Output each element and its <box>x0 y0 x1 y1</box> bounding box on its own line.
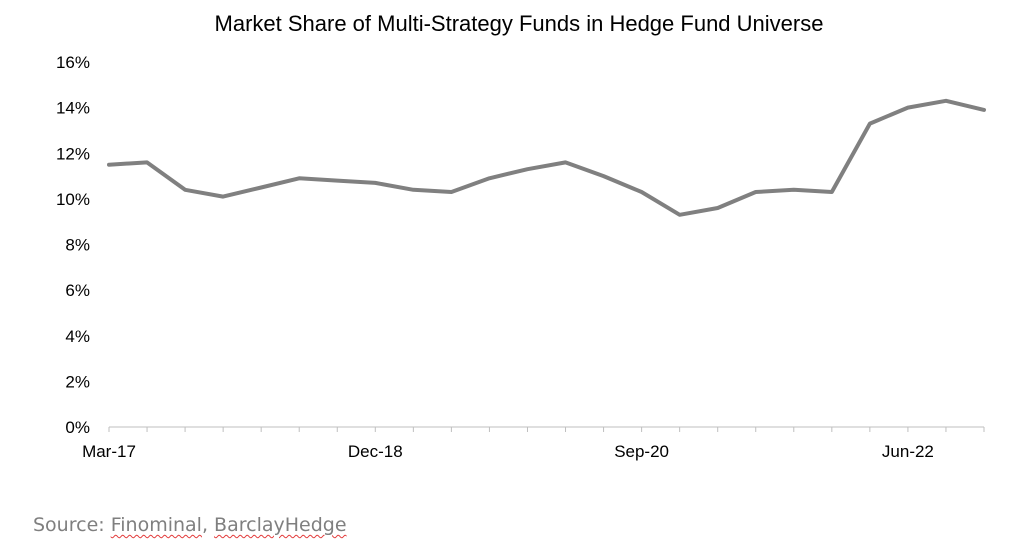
source-prefix: Source: <box>33 514 111 536</box>
y-axis: 0% 2% 4% 6% 8% 10% 12% 14% 16% <box>56 53 90 437</box>
y-tick-label: 2% <box>65 372 90 391</box>
series-line <box>107 98 986 217</box>
y-tick-label: 0% <box>65 418 90 437</box>
x-tick-label: Sep-20 <box>614 442 669 461</box>
source-separator: , <box>201 514 215 536</box>
x-axis: Mar-17 Dec-18 Sep-20 Jun-22 <box>82 426 985 461</box>
y-tick-label: 12% <box>56 144 90 163</box>
x-tick-label: Jun-22 <box>882 442 934 461</box>
x-tick-label: Mar-17 <box>82 442 136 461</box>
source-note: Source: Finominal, BarclayHedge <box>33 514 347 536</box>
source-name-barclayhedge: BarclayHedge <box>214 514 347 536</box>
y-tick-label: 4% <box>65 327 90 346</box>
y-tick-label: 8% <box>65 236 90 255</box>
x-tick-label: Dec-18 <box>348 442 403 461</box>
y-tick-label: 6% <box>65 281 90 300</box>
series-group <box>107 98 986 217</box>
source-name-finominal: Finominal <box>110 514 202 536</box>
y-tick-label: 10% <box>56 190 90 209</box>
y-tick-label: 16% <box>56 53 90 72</box>
chart-title: Market Share of Multi-Strategy Funds in … <box>215 11 824 36</box>
y-tick-label: 14% <box>56 99 90 118</box>
